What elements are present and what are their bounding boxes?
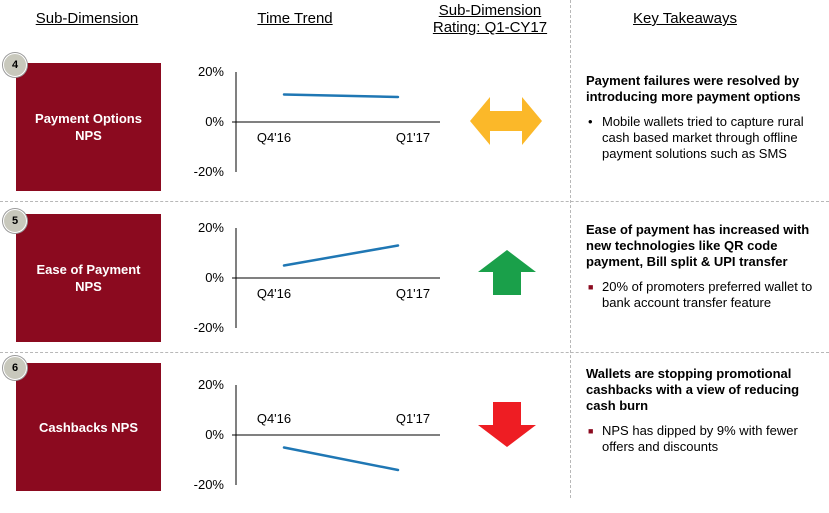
down-arrow-icon — [478, 402, 536, 447]
takeaway-title: Ease of payment has increased with new t… — [586, 222, 810, 269]
takeaway-bullet: ■ 20% of promoters preferred wallet to b… — [586, 279, 826, 311]
x-tick-label: Q4'16 — [257, 286, 291, 301]
up-arrow-shape — [478, 250, 536, 295]
takeaway-bullet-text: Mobile wallets tried to capture rural ca… — [602, 114, 804, 161]
series-line — [282, 93, 400, 99]
sub-dimension-label: Ease of Payment NPS — [36, 262, 141, 294]
left-right-arrow-shape — [470, 97, 542, 145]
sub-dimension-box: Ease of Payment NPS — [16, 214, 161, 342]
sub-dimension-box: Payment Options NPS — [16, 63, 161, 191]
row-divider — [0, 201, 829, 202]
header-time-trend: Time Trend — [257, 10, 333, 27]
sub-dimension-label: Cashbacks NPS — [39, 419, 138, 435]
left-right-arrow-icon — [470, 97, 542, 145]
x-tick-label: Q1'17 — [396, 411, 430, 426]
up-arrow-icon — [478, 250, 536, 295]
sub-dimension-label: Payment Options NPS — [35, 111, 142, 143]
takeaway-bullet: ■ NPS has dipped by 9% with fewer offers… — [586, 423, 826, 455]
y-tick-label: 20% — [198, 220, 224, 235]
row-number-badge: 4 — [3, 53, 27, 77]
trend-chart: 20% 0% -20% Q4'16 Q1'17 — [194, 377, 440, 492]
y-tick-label: -20% — [194, 477, 225, 492]
header-sub-dimension: Sub-Dimension — [35, 10, 139, 27]
takeaway-bullet-text: NPS has dipped by 9% with fewer offers a… — [602, 423, 798, 454]
x-tick-label: Q4'16 — [257, 130, 291, 145]
header-rating: Sub-Dimension Rating: Q1-CY17 — [410, 2, 570, 36]
y-tick-label: 20% — [198, 377, 224, 392]
y-tick-label: 20% — [198, 64, 224, 79]
bullet-square-icon: ■ — [588, 282, 594, 292]
y-tick-label: -20% — [194, 164, 225, 179]
takeaway-bullet-text: 20% of promoters preferred wallet to ban… — [602, 279, 813, 310]
x-tick-label: Q1'17 — [396, 286, 430, 301]
takeaway-title: Wallets are stopping promotional cashbac… — [586, 366, 800, 413]
x-tick-label: Q4'16 — [257, 411, 291, 426]
x-tick-label: Q1'17 — [396, 130, 430, 145]
row-number-badge: 5 — [3, 209, 27, 233]
key-takeaway: Payment failures were resolved by introd… — [586, 73, 826, 162]
trend-chart: 20% 0% -20% Q4'16 Q1'17 — [194, 220, 440, 335]
takeaway-bullet: • Mobile wallets tried to capture rural … — [586, 114, 826, 162]
down-arrow-shape — [478, 402, 536, 447]
y-tick-label: 0% — [205, 270, 224, 285]
header-rating-line2: Rating: Q1-CY17 — [432, 19, 548, 36]
column-divider — [570, 0, 571, 498]
y-tick-label: -20% — [194, 320, 225, 335]
key-takeaway: Ease of payment has increased with new t… — [586, 222, 826, 311]
bullet-dot-icon: • — [588, 114, 593, 129]
header-rating-line1: Sub-Dimension — [438, 2, 542, 19]
sub-dimension-box: Cashbacks NPS — [16, 363, 161, 491]
takeaway-title: Payment failures were resolved by introd… — [586, 73, 801, 104]
trend-chart: 20% 0% -20% Q4'16 Q1'17 — [194, 64, 440, 179]
y-tick-label: 0% — [205, 427, 224, 442]
bullet-square-icon: ■ — [588, 426, 594, 436]
series-line — [282, 446, 400, 472]
key-takeaway: Wallets are stopping promotional cashbac… — [586, 366, 826, 455]
row-number-badge: 6 — [3, 356, 27, 380]
row-divider — [0, 352, 829, 353]
header-key-takeaways: Key Takeaways — [633, 10, 737, 27]
y-tick-label: 0% — [205, 114, 224, 129]
series-line — [282, 244, 400, 267]
